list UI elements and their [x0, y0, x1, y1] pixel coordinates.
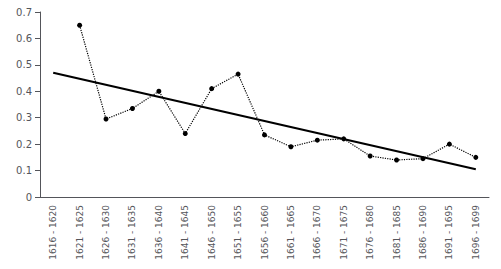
svg-text:1691 - 1695: 1691 - 1695 [444, 205, 454, 260]
svg-text:1621 - 1625: 1621 - 1625 [75, 205, 85, 260]
svg-text:0.6: 0.6 [16, 33, 32, 44]
svg-text:0.4: 0.4 [16, 86, 32, 97]
svg-text:0: 0 [26, 192, 32, 203]
svg-text:1676 - 1680: 1676 - 1680 [365, 205, 375, 260]
svg-text:1681 - 1685: 1681 - 1685 [392, 205, 402, 260]
svg-text:1696 - 1699: 1696 - 1699 [471, 205, 481, 260]
svg-text:0.3: 0.3 [16, 112, 32, 123]
svg-text:0.7: 0.7 [16, 7, 32, 18]
svg-text:1671 - 1675: 1671 - 1675 [339, 205, 349, 260]
svg-text:1651 - 1655: 1651 - 1655 [233, 205, 243, 260]
svg-text:1661 - 1665: 1661 - 1665 [286, 205, 296, 260]
svg-text:1686 - 1690: 1686 - 1690 [418, 205, 428, 260]
svg-text:1641 - 1645: 1641 - 1645 [180, 205, 190, 260]
svg-text:1646 - 1650: 1646 - 1650 [207, 205, 217, 260]
svg-text:1656 - 1660: 1656 - 1660 [260, 205, 270, 260]
svg-text:0.5: 0.5 [16, 59, 32, 70]
svg-text:0.2: 0.2 [16, 139, 32, 150]
svg-text:0.1: 0.1 [16, 165, 32, 176]
svg-text:1626 - 1630: 1626 - 1630 [101, 205, 111, 260]
svg-text:1616 - 1620: 1616 - 1620 [48, 205, 58, 260]
svg-text:1666 - 1670: 1666 - 1670 [312, 205, 322, 260]
svg-text:1636 - 1640: 1636 - 1640 [154, 205, 164, 260]
svg-text:1631 - 1635: 1631 - 1635 [127, 205, 137, 260]
